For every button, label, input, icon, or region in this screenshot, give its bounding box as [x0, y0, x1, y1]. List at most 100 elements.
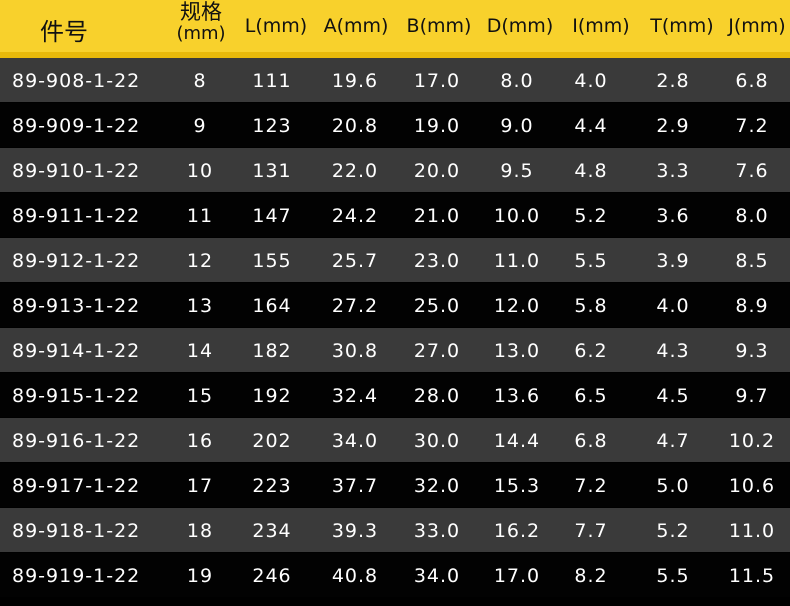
cell-i: 5.2: [574, 205, 608, 227]
cell-d: 9.5: [500, 160, 534, 182]
cell-part-number: 89-919-1-22: [12, 565, 141, 587]
cell-d: 17.0: [493, 565, 541, 587]
cell-t: 3.6: [656, 205, 690, 227]
cell-i: 4.4: [574, 115, 608, 137]
header-part-number: 件号: [40, 18, 88, 46]
cell-spec: 16: [186, 430, 214, 452]
cell-b: 30.0: [413, 430, 461, 452]
cell-l: 123: [252, 115, 292, 137]
cell-j: 8.5: [735, 250, 769, 272]
cell-part-number: 89-918-1-22: [12, 520, 141, 542]
table-row: 89-911-1-22 11 147 24.2 21.0 10.0 5.2 3.6 8.0: [0, 193, 790, 238]
cell-t: 4.3: [656, 340, 690, 362]
cell-t: 2.8: [656, 70, 690, 92]
cell-a: 32.4: [331, 385, 379, 407]
cell-i: 6.2: [574, 340, 608, 362]
cell-d: 10.0: [493, 205, 541, 227]
cell-d: 13.0: [493, 340, 541, 362]
cell-part-number: 89-915-1-22: [12, 385, 141, 407]
header-spec-label: 规格: [180, 0, 222, 24]
cell-b: 25.0: [413, 295, 461, 317]
cell-b: 34.0: [413, 565, 461, 587]
cell-b: 28.0: [413, 385, 461, 407]
cell-spec: 14: [186, 340, 214, 362]
cell-part-number: 89-917-1-22: [12, 475, 141, 497]
cell-i: 4.8: [574, 160, 608, 182]
cell-spec: 12: [186, 250, 214, 272]
cell-j: 7.2: [735, 115, 769, 137]
cell-spec: 11: [186, 205, 214, 227]
cell-l: 223: [252, 475, 292, 497]
cell-spec: 18: [186, 520, 214, 542]
cell-a: 19.6: [331, 70, 379, 92]
cell-a: 34.0: [331, 430, 379, 452]
table-body: 89-908-1-22 8 111 19.6 17.0 8.0 4.0 2.8 6.8 89-90…: [0, 58, 790, 598]
table-row: 89-912-1-22 12 155 25.7 23.0 11.0 5.5 3.9 8.5: [0, 238, 790, 283]
cell-j: 6.8: [735, 70, 769, 92]
cell-j: 7.6: [735, 160, 769, 182]
cell-spec: 8: [193, 70, 207, 92]
cell-spec: 15: [186, 385, 214, 407]
cell-part-number: 89-911-1-22: [12, 205, 141, 227]
cell-t: 3.9: [656, 250, 690, 272]
header-t: T(mm): [650, 15, 714, 37]
cell-d: 8.0: [500, 70, 534, 92]
cell-d: 13.6: [493, 385, 541, 407]
cell-t: 4.5: [656, 385, 690, 407]
header-spec-unit: (mm): [176, 23, 226, 44]
cell-b: 20.0: [413, 160, 461, 182]
header-a: A(mm): [323, 15, 389, 37]
cell-b: 17.0: [413, 70, 461, 92]
table-row: 89-909-1-22 9 123 20.8 19.0 9.0 4.4 2.9 7.2: [0, 103, 790, 148]
cell-l: 234: [252, 520, 292, 542]
cell-j: 8.9: [735, 295, 769, 317]
cell-i: 7.7: [574, 520, 608, 542]
cell-i: 7.2: [574, 475, 608, 497]
cell-l: 147: [252, 205, 292, 227]
cell-part-number: 89-913-1-22: [12, 295, 141, 317]
header-l: L(mm): [244, 15, 308, 37]
cell-part-number: 89-909-1-22: [12, 115, 141, 137]
cell-i: 5.8: [574, 295, 608, 317]
cell-spec: 17: [186, 475, 214, 497]
cell-d: 12.0: [493, 295, 541, 317]
cell-part-number: 89-910-1-22: [12, 160, 141, 182]
cell-i: 6.8: [574, 430, 608, 452]
table-row: 89-918-1-22 18 234 39.3 33.0 16.2 7.7 5.2 11.0: [0, 508, 790, 553]
cell-t: 5.5: [656, 565, 690, 587]
header-j: J(mm): [728, 15, 786, 37]
cell-l: 131: [252, 160, 292, 182]
cell-t: 5.2: [656, 520, 690, 542]
table-row: 89-910-1-22 10 131 22.0 20.0 9.5 4.8 3.3 7.6: [0, 148, 790, 193]
cell-d: 15.3: [493, 475, 541, 497]
cell-d: 16.2: [493, 520, 541, 542]
cell-j: 11.5: [728, 565, 776, 587]
table-row: 89-915-1-22 15 192 32.4 28.0 13.6 6.5 4.5 9.7: [0, 373, 790, 418]
header-i: I(mm): [572, 15, 630, 37]
cell-j: 10.6: [728, 475, 776, 497]
cell-d: 14.4: [493, 430, 541, 452]
table-header: 件号 规格 (mm) L(mm) A(mm) B(mm) D(mm) I(mm) …: [0, 0, 790, 58]
cell-spec: 19: [186, 565, 214, 587]
header-spec: 规格 (mm): [176, 0, 226, 45]
cell-l: 192: [252, 385, 292, 407]
cell-spec: 10: [186, 160, 214, 182]
table-row: 89-914-1-22 14 182 30.8 27.0 13.0 6.2 4.3 9.3: [0, 328, 790, 373]
cell-a: 40.8: [331, 565, 379, 587]
cell-a: 39.3: [331, 520, 379, 542]
cell-l: 155: [252, 250, 292, 272]
cell-spec: 9: [193, 115, 207, 137]
cell-part-number: 89-908-1-22: [12, 70, 141, 92]
cell-a: 27.2: [331, 295, 379, 317]
cell-t: 2.9: [656, 115, 690, 137]
cell-l: 164: [252, 295, 292, 317]
cell-d: 9.0: [500, 115, 534, 137]
cell-i: 6.5: [574, 385, 608, 407]
cell-a: 30.8: [331, 340, 379, 362]
cell-t: 4.7: [656, 430, 690, 452]
cell-a: 20.8: [331, 115, 379, 137]
cell-b: 23.0: [413, 250, 461, 272]
cell-j: 8.0: [735, 205, 769, 227]
cell-d: 11.0: [493, 250, 541, 272]
cell-t: 5.0: [656, 475, 690, 497]
